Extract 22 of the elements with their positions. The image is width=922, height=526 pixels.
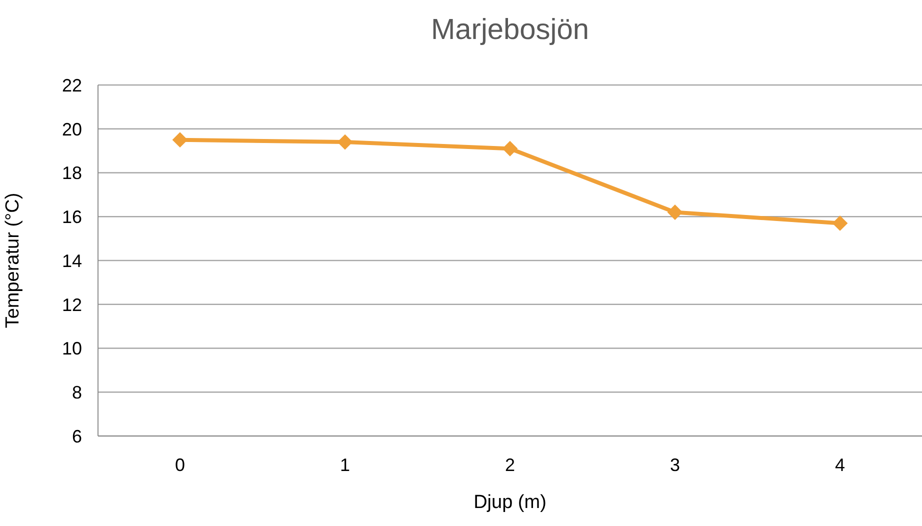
x-axis-title: Djup (m) — [474, 492, 546, 513]
point — [338, 134, 352, 150]
y-tick-label: 18 — [62, 163, 82, 184]
x-tick-label: 4 — [834, 454, 846, 475]
x-tick-label: 2 — [504, 454, 516, 475]
point — [832, 216, 848, 231]
chart-title: Marjebosjön — [430, 14, 590, 47]
y-tick-label: 16 — [62, 207, 82, 228]
y-tick-label: 6 — [72, 426, 82, 446]
y-tick-label: 14 — [62, 250, 82, 271]
y-tick-label: 12 — [62, 294, 82, 315]
point — [668, 204, 682, 220]
point — [502, 141, 518, 156]
y-tick-label: 20 — [62, 119, 82, 140]
y-axis-title: Temperatur (°C) — [2, 192, 24, 328]
x-tick-label: 3 — [670, 454, 680, 475]
y-tick-label: 10 — [62, 338, 82, 359]
x-tick-label: 0 — [174, 454, 186, 475]
x-tick-label: 1 — [340, 454, 350, 475]
y-tick-label: 22 — [62, 75, 82, 96]
point — [172, 132, 188, 148]
y-tick-label: 8 — [72, 382, 82, 403]
